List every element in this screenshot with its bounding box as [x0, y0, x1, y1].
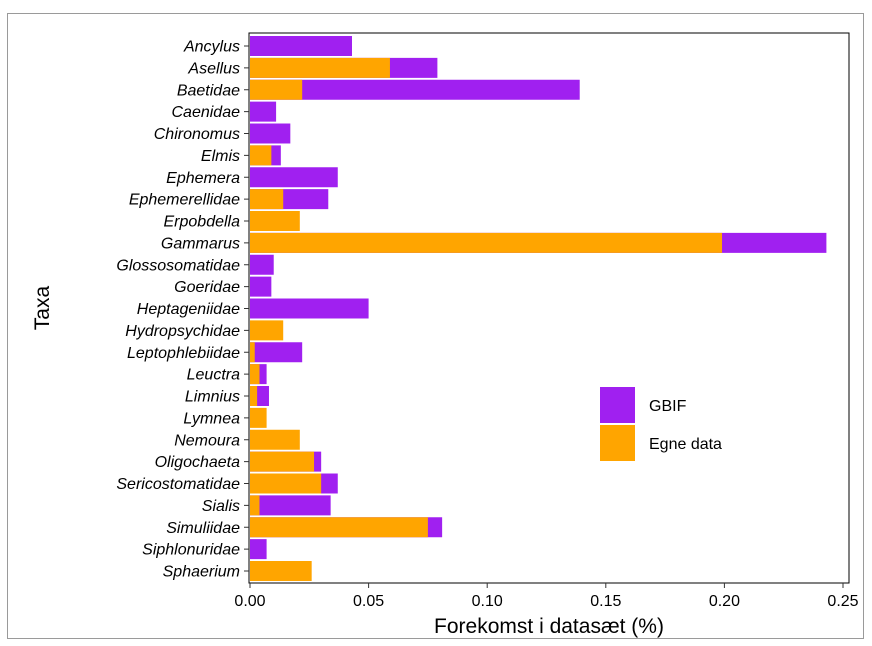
y-tick-label: Baetidae [177, 82, 240, 99]
y-tick-label: Caenidae [172, 104, 241, 121]
x-tick-label: 0.25 [827, 593, 858, 610]
y-tick-label: Sialis [202, 498, 240, 515]
x-axis-ticks: 0.00 0.05 0.10 0.15 0.20 0.25 [234, 583, 859, 610]
y-tick-label: Leuctra [187, 367, 240, 384]
y-tick-label: Limnius [185, 389, 240, 406]
y-tick-label: Oligochaeta [155, 454, 240, 471]
y-tick-label: Sphaerium [163, 564, 240, 581]
y-tick-label: Ephemera [166, 170, 240, 187]
bar-egne-data [250, 211, 300, 231]
bar-gbif [250, 167, 338, 188]
y-tick-label: Gammarus [161, 235, 240, 252]
bars-layer [250, 36, 827, 581]
bar-egne-data [250, 189, 284, 210]
bar-egne-data [250, 429, 300, 450]
legend: GBIF Egne data [600, 387, 722, 461]
bar-egne-data [250, 57, 390, 78]
y-tick-label: Hydropsychidae [125, 323, 240, 340]
bar-egne-data [250, 495, 260, 516]
y-tick-label: Erpobdella [164, 214, 241, 231]
y-tick-label: Leptophlebiidae [127, 345, 240, 362]
y-tick-label: Sericostomatidae [116, 476, 240, 493]
bar-egne-data [250, 386, 258, 406]
bar-egne-data [250, 473, 322, 494]
bar-egne-data [250, 342, 255, 363]
bar-egne-data [250, 232, 723, 253]
bar-egne-data [250, 364, 260, 385]
bar-gbif [250, 342, 303, 363]
y-axis-label: Taxa [31, 286, 54, 331]
legend-key-gbif [600, 387, 635, 423]
y-axis-ticks: Ancylus Asellus Baetidae Caenidae Chironomus… [116, 39, 249, 581]
legend-label: GBIF [649, 398, 687, 415]
bar-gbif [250, 101, 277, 122]
bar-gbif [250, 539, 267, 560]
x-tick-label: 0.15 [590, 593, 621, 610]
legend-label: Egne data [649, 436, 722, 453]
y-tick-label: Asellus [187, 60, 240, 77]
bar-gbif [250, 79, 580, 100]
bar-gbif [250, 298, 369, 319]
bar-egne-data [250, 517, 428, 538]
y-tick-label: Elmis [201, 148, 240, 165]
legend-key-egne-data [600, 425, 635, 461]
bar-gbif [250, 276, 272, 297]
x-axis-label: Forekomst i datasæt (%) [434, 615, 664, 638]
y-tick-label: Chironomus [154, 126, 240, 143]
x-tick-label: 0.20 [709, 593, 740, 610]
bar-gbif [250, 254, 274, 275]
bar-egne-data [250, 561, 312, 581]
x-tick-label: 0.00 [234, 593, 265, 610]
y-tick-label: Siphlonuridae [142, 542, 240, 559]
y-tick-label: Ancylus [183, 39, 240, 56]
y-tick-label: Nemoura [174, 432, 240, 449]
bar-egne-data [250, 145, 272, 166]
y-tick-label: Lymnea [183, 410, 240, 427]
bar-egne-data [250, 320, 284, 341]
x-tick-label: 0.05 [353, 593, 384, 610]
y-tick-label: Goeridae [174, 279, 240, 296]
bar-egne-data [250, 79, 303, 100]
bar-gbif [250, 123, 291, 144]
bar-gbif [250, 495, 331, 516]
y-tick-label: Ephemerellidae [129, 192, 240, 209]
x-tick-label: 0.10 [472, 593, 503, 610]
bar-gbif [250, 36, 352, 56]
bar-egne-data [250, 407, 267, 428]
y-tick-label: Simuliidae [166, 520, 240, 537]
y-tick-label: Glossosomatidae [116, 257, 240, 274]
y-tick-label: Heptageniidae [137, 301, 240, 318]
bar-egne-data [250, 451, 315, 472]
